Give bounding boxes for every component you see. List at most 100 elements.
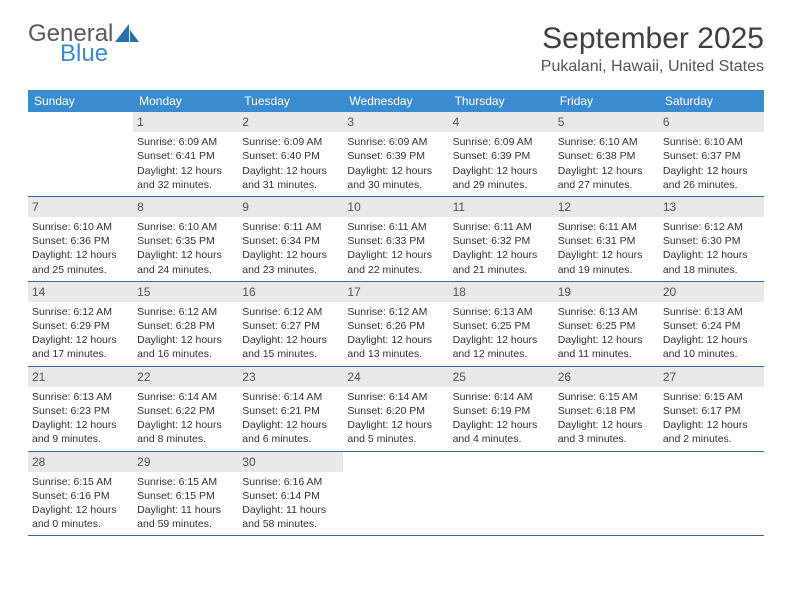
sunrise-text: Sunrise: 6:15 AM (137, 475, 234, 489)
day-number: 17 (343, 282, 448, 302)
calendar-cell: 7Sunrise: 6:10 AMSunset: 6:36 PMDaylight… (28, 197, 133, 281)
sunrise-text: Sunrise: 6:11 AM (453, 220, 550, 234)
day-number: 30 (238, 452, 343, 472)
sunset-text: Sunset: 6:19 PM (453, 404, 550, 418)
week-row: 14 Sunrise: 6:12 AMSunset: 6:29 PM Dayligh… (28, 282, 764, 367)
sunrise-text: Sunrise: 6:11 AM (347, 220, 444, 234)
daylight-text: Daylight: 11 hours and 58 minutes. (242, 503, 339, 531)
sunset-text: Sunset: 6:36 PM (32, 234, 129, 248)
calendar-cell: 5 Sunrise: 6:10 AM Sunset: 6:38 PM Dayli… (554, 112, 659, 196)
day-number: 8 (133, 197, 238, 217)
sunrise-text: Sunrise: 6:13 AM (558, 305, 655, 319)
sunset-text: Sunset: 6:35 PM (137, 234, 234, 248)
day-number: 5 (554, 112, 659, 132)
dow-friday: Friday (554, 90, 659, 112)
sunset-text: Sunset: 6:29 PM (32, 319, 129, 333)
sunset-text: Sunset: 6:31 PM (558, 234, 655, 248)
week-row: 28Sunrise: 6:15 AMSunset: 6:16 PMDayligh… (28, 452, 764, 537)
sunrise-text: Sunrise: 6:15 AM (663, 390, 760, 404)
calendar-cell: 20Sunrise: 6:13 AMSunset: 6:24 PMDayligh… (659, 282, 764, 366)
sunrise-text: Sunrise: 6:11 AM (242, 220, 339, 234)
calendar-cell: 4 Sunrise: 6:09 AM Sunset: 6:39 PM Dayli… (449, 112, 554, 196)
calendar-cell (659, 452, 764, 536)
sunrise-text: Sunrise: 6:14 AM (137, 390, 234, 404)
daylight-text: Daylight: 12 hours and 26 minutes. (663, 164, 760, 192)
day-number: 3 (343, 112, 448, 132)
daylight-text: Daylight: 12 hours and 22 minutes. (347, 248, 444, 276)
calendar-cell: 27Sunrise: 6:15 AMSunset: 6:17 PMDayligh… (659, 367, 764, 451)
sunrise-text: Sunrise: 6:10 AM (558, 135, 655, 149)
sunset-text: Sunset: 6:15 PM (137, 489, 234, 503)
daylight-text: Daylight: 12 hours and 29 minutes. (453, 164, 550, 192)
daylight-text: Daylight: 12 hours and 13 minutes. (347, 333, 444, 361)
day-number: 14 (28, 282, 133, 302)
calendar-cell: 21Sunrise: 6:13 AMSunset: 6:23 PMDayligh… (28, 367, 133, 451)
calendar-cell: 10Sunrise: 6:11 AMSunset: 6:33 PMDayligh… (343, 197, 448, 281)
daylight-text: Daylight: 12 hours and 4 minutes. (453, 418, 550, 446)
sunset-text: Sunset: 6:32 PM (453, 234, 550, 248)
page-title: September 2025 (541, 22, 764, 56)
sunrise-text: Sunrise: 6:09 AM (453, 135, 550, 149)
dow-thursday: Thursday (449, 90, 554, 112)
daylight-text: Daylight: 11 hours and 59 minutes. (137, 503, 234, 531)
day-number: 22 (133, 367, 238, 387)
dow-monday: Monday (133, 90, 238, 112)
calendar-cell: 24Sunrise: 6:14 AMSunset: 6:20 PMDayligh… (343, 367, 448, 451)
calendar-cell: 3 Sunrise: 6:09 AM Sunset: 6:39 PM Dayli… (343, 112, 448, 196)
sunrise-text: Sunrise: 6:14 AM (453, 390, 550, 404)
sunset-text: Sunset: 6:23 PM (32, 404, 129, 418)
day-of-week-header: Sunday Monday Tuesday Wednesday Thursday… (28, 90, 764, 112)
calendar-cell: 9Sunrise: 6:11 AMSunset: 6:34 PMDaylight… (238, 197, 343, 281)
day-number: 20 (659, 282, 764, 302)
daylight-text: Daylight: 12 hours and 23 minutes. (242, 248, 339, 276)
sunset-text: Sunset: 6:20 PM (347, 404, 444, 418)
sunset-text: Sunset: 6:14 PM (242, 489, 339, 503)
calendar-cell (449, 452, 554, 536)
daylight-text: Daylight: 12 hours and 3 minutes. (558, 418, 655, 446)
sunrise-text: Sunrise: 6:14 AM (242, 390, 339, 404)
daylight-text: Daylight: 12 hours and 25 minutes. (32, 248, 129, 276)
sunrise-text: Sunrise: 6:12 AM (32, 305, 129, 319)
sunset-text: Sunset: 6:21 PM (242, 404, 339, 418)
calendar-cell: 16Sunrise: 6:12 AMSunset: 6:27 PMDayligh… (238, 282, 343, 366)
day-number: 2 (238, 112, 343, 132)
sunrise-text: Sunrise: 6:13 AM (453, 305, 550, 319)
day-number: 10 (343, 197, 448, 217)
day-number: 18 (449, 282, 554, 302)
calendar-grid: Sunday Monday Tuesday Wednesday Thursday… (28, 90, 764, 536)
day-number: 13 (659, 197, 764, 217)
calendar-cell: 1 Sunrise: 6:09 AM Sunset: 6:41 PM Dayli… (133, 112, 238, 196)
page-header: General Blue September 2025 Pukalani, Ha… (28, 22, 764, 76)
sunset-text: Sunset: 6:37 PM (663, 149, 760, 163)
dow-wednesday: Wednesday (343, 90, 448, 112)
week-row: 1 Sunrise: 6:09 AM Sunset: 6:41 PM Dayli… (28, 112, 764, 197)
daylight-text: Daylight: 12 hours and 32 minutes. (137, 164, 234, 192)
day-number: 21 (28, 367, 133, 387)
sunrise-text: Sunrise: 6:10 AM (32, 220, 129, 234)
sunset-text: Sunset: 6:41 PM (137, 149, 234, 163)
sunset-text: Sunset: 6:18 PM (558, 404, 655, 418)
daylight-text: Daylight: 12 hours and 9 minutes. (32, 418, 129, 446)
daylight-text: Daylight: 12 hours and 8 minutes. (137, 418, 234, 446)
day-number (659, 452, 764, 456)
day-number: 9 (238, 197, 343, 217)
daylight-text: Daylight: 12 hours and 19 minutes. (558, 248, 655, 276)
day-number: 16 (238, 282, 343, 302)
day-number: 26 (554, 367, 659, 387)
sunset-text: Sunset: 6:25 PM (558, 319, 655, 333)
calendar-cell (343, 452, 448, 536)
dow-saturday: Saturday (659, 90, 764, 112)
sunset-text: Sunset: 6:28 PM (137, 319, 234, 333)
daylight-text: Daylight: 12 hours and 18 minutes. (663, 248, 760, 276)
logo: General Blue (28, 22, 141, 66)
day-number: 23 (238, 367, 343, 387)
calendar-cell: 12Sunrise: 6:11 AMSunset: 6:31 PMDayligh… (554, 197, 659, 281)
daylight-text: Daylight: 12 hours and 2 minutes. (663, 418, 760, 446)
calendar-cell: 17Sunrise: 6:12 AMSunset: 6:26 PMDayligh… (343, 282, 448, 366)
sunset-text: Sunset: 6:17 PM (663, 404, 760, 418)
sunrise-text: Sunrise: 6:09 AM (137, 135, 234, 149)
calendar-cell: 8Sunrise: 6:10 AMSunset: 6:35 PMDaylight… (133, 197, 238, 281)
sunset-text: Sunset: 6:30 PM (663, 234, 760, 248)
day-number: 25 (449, 367, 554, 387)
sunrise-text: Sunrise: 6:11 AM (558, 220, 655, 234)
